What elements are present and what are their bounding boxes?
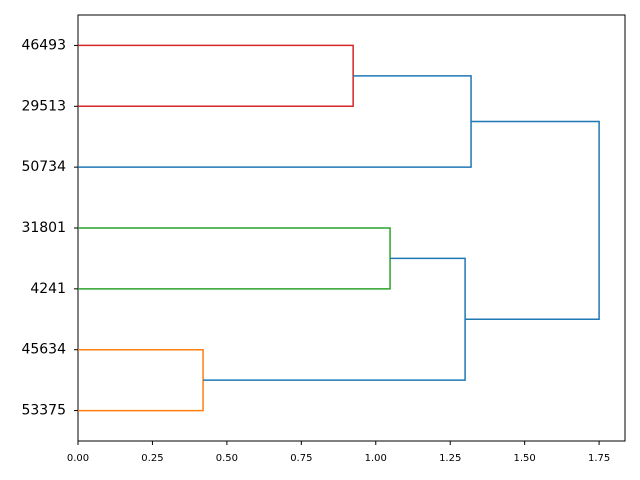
leaf-label: 4241 <box>30 281 66 297</box>
leaf-label: 31801 <box>21 220 66 236</box>
leaf-label: 45634 <box>21 342 66 358</box>
leaf-label: 29513 <box>21 98 66 114</box>
link <box>465 120 600 321</box>
leaf-label: 46493 <box>21 37 66 53</box>
x-tick-label: 1.00 <box>365 453 387 464</box>
link <box>78 227 391 290</box>
x-tick-label: 1.25 <box>439 453 461 464</box>
leaf-label: 53375 <box>21 403 66 419</box>
x-tick-label: 0.00 <box>67 453 89 464</box>
x-tick-label: 1.50 <box>514 453 536 464</box>
x-tick-label: 0.50 <box>216 453 238 464</box>
x-tick-label: 0.25 <box>141 453 163 464</box>
link <box>78 44 354 108</box>
link <box>78 75 472 168</box>
x-tick-label: 1.75 <box>588 453 610 464</box>
link <box>78 348 204 412</box>
x-tick-label: 0.75 <box>290 453 312 464</box>
link <box>203 257 466 381</box>
leaf-label: 50734 <box>21 159 66 175</box>
